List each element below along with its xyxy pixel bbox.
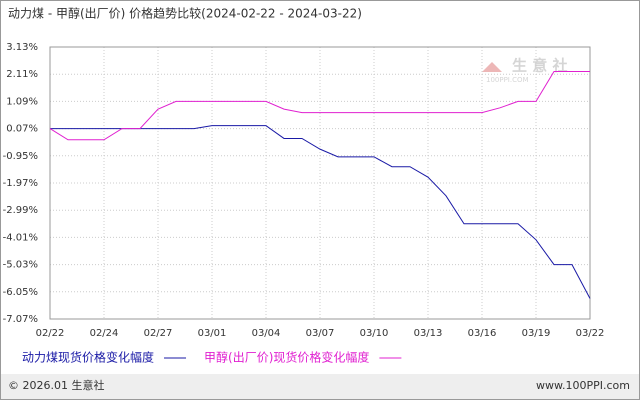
y-tick-label: -4.01% bbox=[3, 232, 38, 243]
watermark: 生 意 社 100PPI.COM bbox=[482, 57, 567, 84]
y-tick-label: -1.97% bbox=[3, 178, 38, 189]
x-tick-label: 03/13 bbox=[414, 328, 443, 339]
y-tick-label: -2.99% bbox=[3, 205, 38, 216]
x-tick-label: 02/24 bbox=[90, 328, 119, 339]
x-tick-label: 03/22 bbox=[576, 328, 605, 339]
watermark-name: 生 意 社 bbox=[512, 57, 567, 75]
legend-label: 动力煤现货价格变化幅度 bbox=[22, 350, 154, 365]
watermark-icon bbox=[482, 62, 502, 72]
x-tick-label: 03/04 bbox=[252, 328, 281, 339]
chart-title: 动力煤 - 甲醇(出厂价) 价格趋势比较(2024-02-22 - 2024-0… bbox=[8, 6, 362, 21]
x-tick-label: 03/16 bbox=[468, 328, 497, 339]
x-tick-label: 03/19 bbox=[522, 328, 551, 339]
y-tick-label: 2.11% bbox=[6, 69, 38, 80]
x-tick-label: 02/27 bbox=[144, 328, 173, 339]
x-tick-label: 02/22 bbox=[36, 328, 65, 339]
y-tick-label: 3.13% bbox=[6, 42, 38, 53]
legend-label: 甲醇(出厂价)现货价格变化幅度 bbox=[204, 350, 369, 365]
y-tick-label: -5.03% bbox=[3, 260, 38, 271]
y-tick-label: 0.07% bbox=[6, 124, 38, 135]
y-tick-label: -6.05% bbox=[3, 287, 38, 298]
footer-copyright: © 2026.01 生意社 bbox=[8, 378, 104, 392]
x-tick-label: 03/10 bbox=[360, 328, 389, 339]
watermark-site: 100PPI.COM bbox=[486, 76, 529, 84]
footer-bar bbox=[1, 374, 639, 399]
x-tick-label: 03/01 bbox=[198, 328, 227, 339]
y-tick-label: 1.09% bbox=[6, 96, 38, 107]
footer-site: www.100PPI.com bbox=[536, 379, 630, 392]
y-tick-label: -7.07% bbox=[3, 314, 38, 325]
y-tick-label: -0.95% bbox=[3, 151, 38, 162]
x-tick-label: 03/07 bbox=[306, 328, 335, 339]
plot-area bbox=[49, 46, 591, 320]
series-line bbox=[49, 71, 590, 141]
